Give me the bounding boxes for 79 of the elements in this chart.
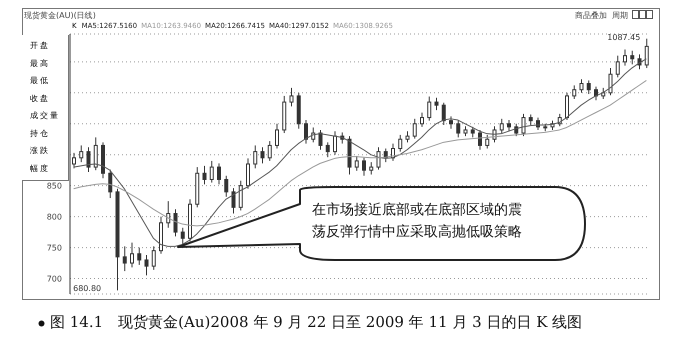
candlestick	[434, 97, 438, 111]
candlestick	[210, 160, 214, 184]
candlestick	[376, 146, 380, 170]
candlestick	[180, 227, 185, 245]
candlestick	[122, 246, 127, 272]
candlestick	[137, 247, 142, 266]
candlestick	[644, 38, 649, 69]
candlestick	[449, 116, 453, 130]
y-tick-label: 700	[46, 274, 62, 284]
candlestick	[108, 169, 112, 199]
annotation: 在市场接近底部或在底部区域的震荡反弹行情中应采取高抛低吸策略	[312, 201, 523, 242]
candlestick	[616, 55, 620, 78]
candlestick	[594, 86, 598, 101]
candlestick	[507, 120, 511, 132]
candlestick	[398, 134, 402, 152]
candlestick	[464, 126, 468, 137]
candlestick	[369, 162, 374, 176]
candlestick	[202, 165, 206, 185]
candlestick	[174, 208, 178, 237]
y-tick-label: 750	[46, 243, 62, 252]
candlestick	[362, 157, 366, 176]
candlestick	[456, 120, 460, 138]
candlestick	[630, 50, 634, 65]
candlestick	[565, 92, 569, 121]
annotation: 1087.45	[607, 32, 640, 42]
candlestick	[522, 113, 526, 137]
text: 商品叠加	[575, 10, 607, 21]
candlestick	[412, 118, 417, 140]
text: 最低	[30, 75, 50, 86]
candlestick	[580, 78, 584, 94]
candlestick	[354, 155, 359, 172]
candlestick	[333, 130, 337, 156]
candlestick	[304, 120, 308, 144]
text: 周期	[612, 10, 628, 21]
candlestick	[144, 254, 148, 276]
text: 持仓	[30, 128, 50, 138]
candlestick	[94, 136, 98, 171]
candlestick	[152, 246, 156, 270]
candlestick	[470, 126, 475, 138]
candlestick	[260, 146, 264, 164]
candlestick	[586, 80, 591, 95]
text: 幅度	[30, 162, 50, 174]
candlestick	[246, 158, 250, 190]
candlestick	[536, 117, 540, 130]
text: 图 14.1 现货黄金(Au)2008 年 9 月 22 日至 2009 年 11 月 3 日的日 K 线图	[50, 313, 582, 332]
candlestick	[623, 48, 627, 66]
candlestick	[485, 134, 490, 150]
text: 现货黄金(AU)(日线)	[24, 10, 96, 21]
candlestick	[232, 188, 236, 214]
candlestick	[326, 142, 330, 158]
text: 成交量	[30, 110, 60, 121]
y-tick-label: 800	[46, 212, 62, 222]
candlestick	[238, 180, 243, 211]
candlestick	[318, 129, 322, 150]
candlestick	[478, 129, 482, 150]
text: 最高	[30, 58, 50, 68]
candlestick	[500, 118, 504, 134]
candlestick	[290, 87, 294, 107]
candlestick	[166, 200, 170, 228]
annotation: 680.80	[73, 284, 102, 294]
text: 收盘	[30, 92, 50, 104]
candlestick	[420, 112, 424, 128]
text: 开盘	[30, 40, 50, 51]
candlestick	[406, 130, 410, 143]
text: 涨跌	[30, 145, 50, 156]
y-tick-label: 850	[46, 182, 62, 191]
candlestick	[224, 175, 228, 198]
candlestick	[608, 68, 612, 96]
candlestick	[442, 102, 446, 126]
candlestick	[253, 144, 258, 169]
candlestick	[217, 162, 221, 185]
candlestick	[130, 242, 134, 268]
candlestick	[427, 96, 432, 122]
candlestick	[275, 123, 279, 150]
candlestick	[86, 146, 90, 173]
candlestick	[572, 84, 576, 100]
candlestick	[528, 114, 533, 126]
candlestick	[268, 140, 272, 162]
candlestick	[79, 144, 84, 163]
